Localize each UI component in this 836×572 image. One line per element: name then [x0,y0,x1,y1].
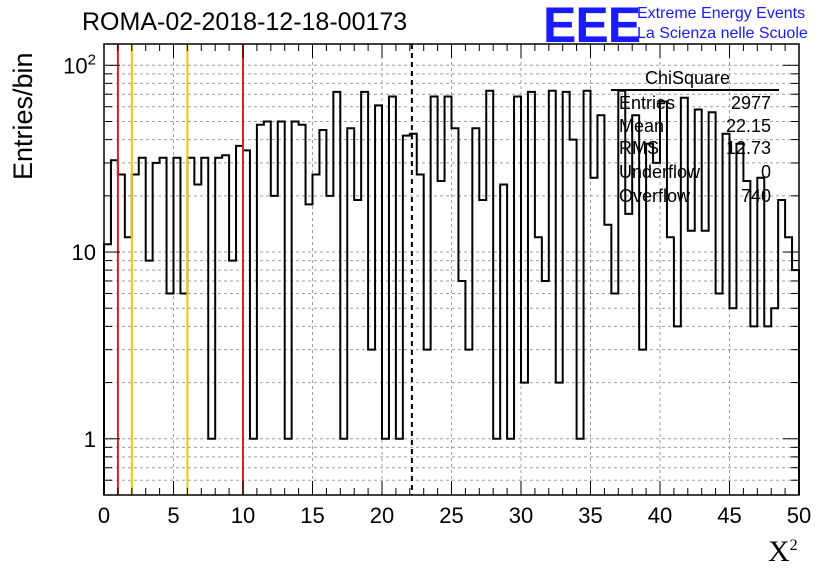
histogram-bin [368,350,375,495]
histogram-bin [299,125,306,495]
stats-divider [611,89,779,91]
histogram-bin [354,200,361,495]
histogram-bin [465,350,472,495]
histogram-bin [194,184,201,495]
stat-value: 0 [760,162,771,182]
x-axis-label: X2 [768,535,798,568]
histogram-bin [271,196,278,495]
chart-title: ROMA-02-2018-12-18-00173 [82,8,408,36]
x-tick-label: 10 [231,503,255,528]
logo-line-2: La Scienza nelle Scuole [637,25,808,42]
stat-label: Overflow [619,186,691,206]
stat-label: RMS [619,138,659,158]
histogram-bin [778,200,785,495]
histogram-bin [389,97,396,495]
histogram-bin [570,140,577,495]
stats-box: ChiSquare Entries 2977 Mean 22.15 RMS 12… [611,68,779,208]
histogram-bin [514,97,521,495]
histogram-bin [146,261,153,495]
histogram-bin [111,160,118,495]
histogram-bin [243,150,250,495]
marker-lines [116,44,413,495]
histogram-bin [771,308,778,495]
x-tick-label: 20 [370,503,394,528]
histogram-bin [438,181,445,495]
x-tick-label: 30 [509,503,533,528]
histogram-bin [445,97,452,495]
histogram-bin [257,125,264,495]
histogram-bin [125,237,132,495]
x-tick-label: 50 [787,503,811,528]
histogram-bin [326,196,333,495]
histogram-bin [500,184,507,495]
y-axis-label: Entries/bin [8,52,38,180]
histogram-bin [167,293,174,495]
stat-value: 12.73 [725,138,771,158]
histogram-bin [104,244,111,495]
histogram-bin [347,128,354,495]
x-tick-label: 25 [439,503,463,528]
histogram-bin [653,163,660,495]
histogram-bin [604,225,611,495]
x-tick-label: 35 [578,503,602,528]
histogram-bin [549,91,556,495]
stat-label: Underflow [619,162,701,182]
histogram-bin [431,97,438,495]
histogram-bin [403,136,410,495]
histogram-outline [103,89,800,495]
histogram-bin [611,293,618,495]
histogram-bin [730,308,737,495]
histogram-bin [452,128,459,495]
histogram-bin [319,130,326,495]
stat-label: Entries [619,93,676,113]
histogram-bin [584,91,591,495]
histogram-bin [764,326,771,495]
histogram-bin [229,261,236,495]
plot-grid [104,44,799,495]
tick-labels: 0 5 10 15 20 25 30 35 40 45 50 1 10 102 [63,51,811,528]
histogram-bin [625,214,632,495]
y-tick-label: 102 [63,51,96,78]
histogram-bin [785,237,792,495]
stat-value: 22.15 [725,116,771,136]
stat-value: 2977 [730,93,771,113]
histogram-bin [424,350,431,495]
histogram-bin [153,163,160,495]
stat-value: 740 [740,186,771,206]
histogram-bin [667,237,674,495]
x-tick-label: 5 [167,503,179,528]
x-tick-label: 15 [300,503,324,528]
histogram-bin [597,115,604,495]
histogram-bin [716,293,723,495]
histogram-bin [639,350,646,495]
histogram-bin [458,281,465,495]
y-tick-label: 10 [72,240,96,265]
histogram-bars [103,89,800,495]
histogram-bin [180,293,187,495]
histogram-bin [479,200,486,495]
stats-title: ChiSquare [645,68,731,88]
stat-label: Mean [619,116,665,136]
logo-line-1: Extreme Energy Events [637,5,806,22]
histogram-bin [535,237,542,495]
histogram-bin [222,155,229,495]
x-tick-label: 40 [648,503,672,528]
histogram-bin [743,181,750,495]
histogram-bin [674,326,681,495]
y-tick-label: 1 [84,427,96,452]
histogram-bin [236,146,243,495]
x-tick-label: 45 [717,503,741,528]
histogram-bin [486,91,493,495]
eee-logo: EEE [543,0,641,53]
axis-ticks [103,44,800,495]
histogram-bin [750,326,757,495]
histogram-bin [472,128,479,495]
histogram-bin [375,105,382,495]
histogram-bin [542,281,549,495]
x-tick-label: 0 [98,503,110,528]
histogram-bin [410,134,417,495]
